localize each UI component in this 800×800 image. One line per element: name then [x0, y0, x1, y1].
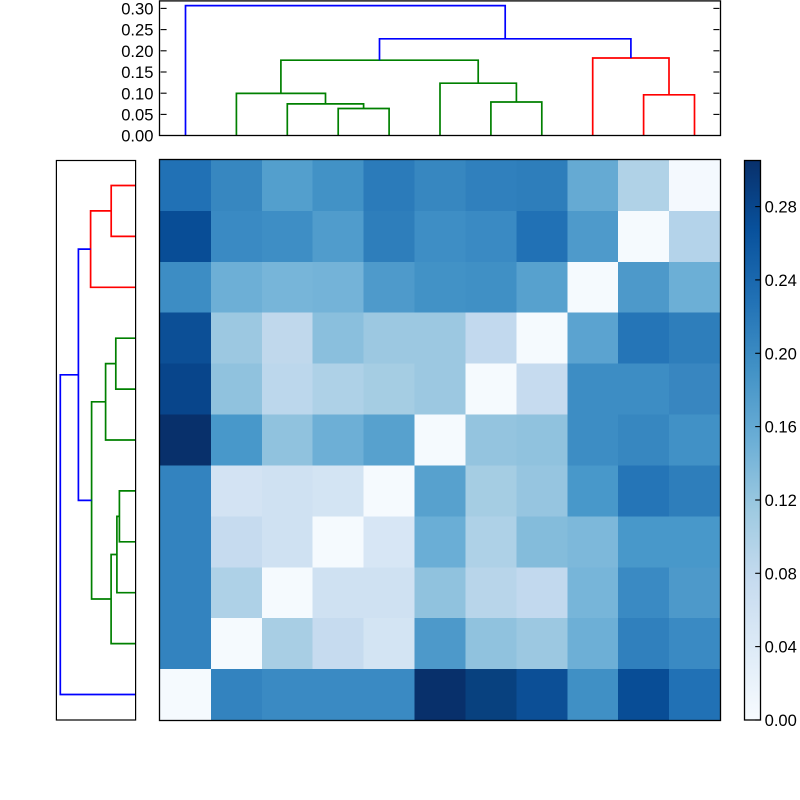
svg-text:0.15: 0.15: [121, 63, 153, 82]
svg-text:0.20: 0.20: [765, 344, 797, 363]
svg-text:0.10: 0.10: [121, 84, 153, 103]
svg-text:0.28: 0.28: [765, 198, 797, 217]
svg-text:0.24: 0.24: [765, 271, 797, 290]
svg-text:0.04: 0.04: [765, 638, 797, 657]
svg-text:0.30: 0.30: [121, 0, 153, 19]
svg-text:0.05: 0.05: [121, 106, 153, 125]
svg-text:0.08: 0.08: [765, 564, 797, 583]
svg-text:0.20: 0.20: [121, 42, 153, 61]
svg-text:0.12: 0.12: [765, 491, 797, 510]
svg-text:0.16: 0.16: [765, 418, 797, 437]
svg-text:0.25: 0.25: [121, 21, 153, 40]
svg-text:0.00: 0.00: [121, 127, 153, 146]
svg-text:0.00: 0.00: [765, 711, 797, 730]
